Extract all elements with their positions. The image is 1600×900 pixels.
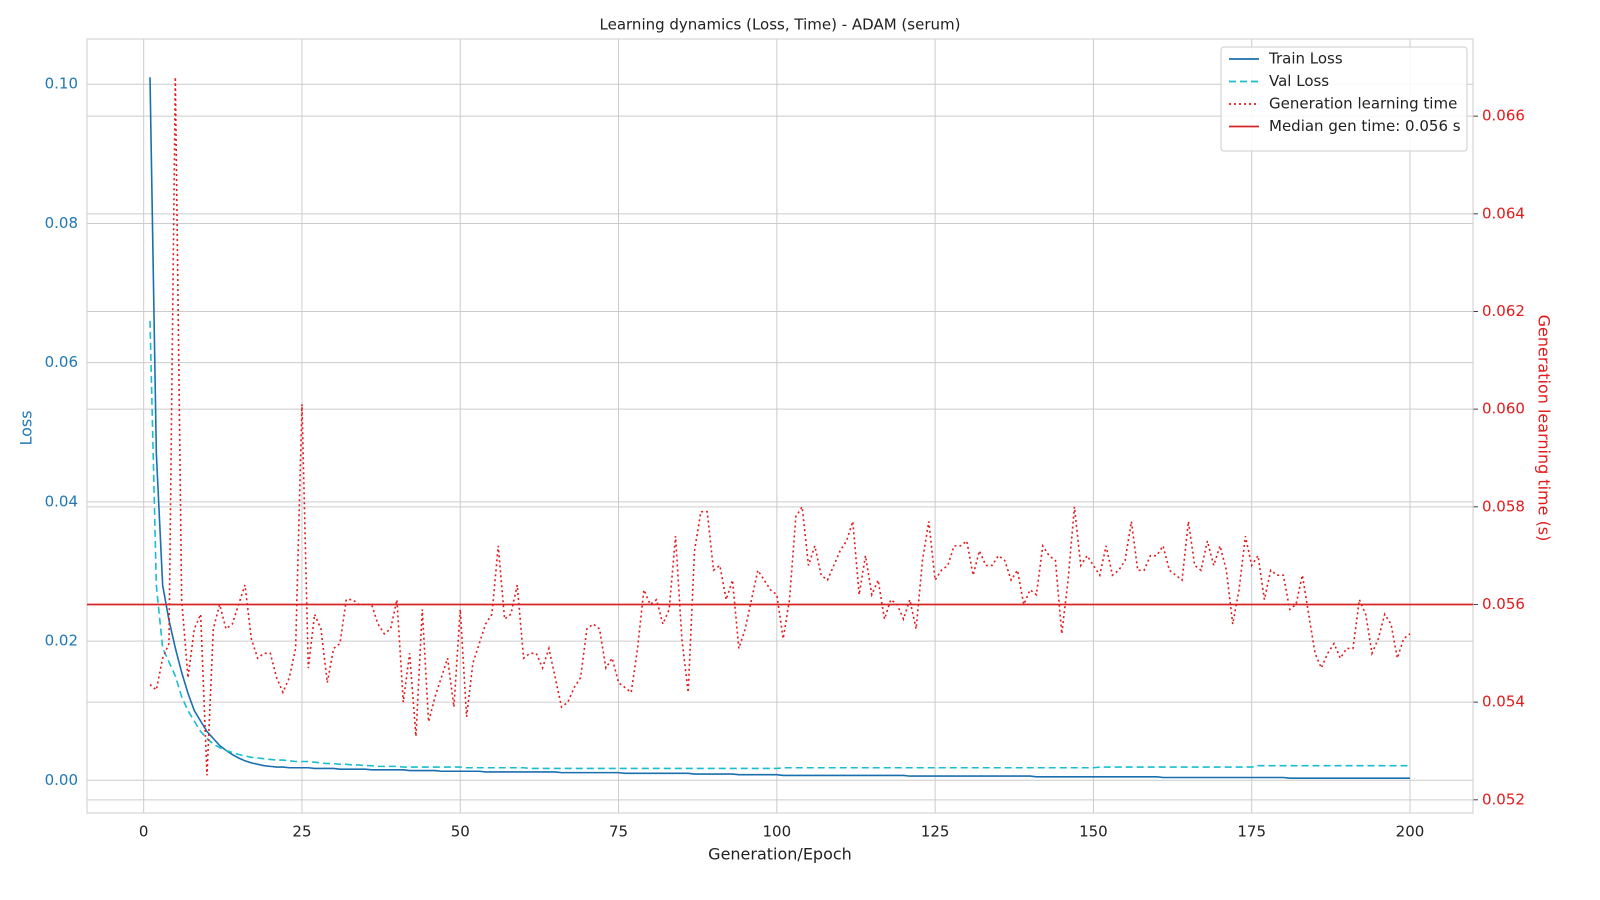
y-tick-label: 0.08 [45, 214, 78, 232]
y-axis-label: Loss [17, 410, 36, 445]
y2-axis-label: Generation learning time (s) [1535, 315, 1554, 542]
series-line [149, 320, 1410, 770]
y-tick-label: 0.06 [45, 353, 78, 371]
y2-tick-label: 0.066 [1482, 107, 1525, 125]
y2-tick-label: 0.064 [1482, 204, 1525, 222]
y2-tick-label: 0.058 [1482, 497, 1525, 515]
y2-tick-label: 0.062 [1482, 302, 1525, 320]
plot-frame [86, 38, 1474, 814]
y-tick-label: 0.00 [45, 771, 78, 789]
series-line [149, 77, 1410, 779]
legend-label: Generation learning time [1269, 95, 1457, 113]
series-line [149, 77, 1411, 776]
x-tick-label: 25 [292, 823, 311, 841]
y2-tick-label: 0.052 [1482, 790, 1525, 808]
x-tick-label: 50 [451, 823, 470, 841]
x-tick-label: 150 [1079, 823, 1108, 841]
legend-label: Median gen time: 0.056 s [1269, 117, 1461, 135]
legend-label: Val Loss [1269, 72, 1329, 90]
x-tick-label: 200 [1396, 823, 1425, 841]
legend-label: Train Loss [1268, 50, 1343, 68]
x-tick-label: 100 [763, 823, 792, 841]
x-tick-label: 75 [609, 823, 628, 841]
chart-title: Learning dynamics (Loss, Time) - ADAM (s… [600, 16, 961, 34]
y-tick-label: 0.02 [45, 632, 78, 650]
y-tick-label: 0.10 [45, 75, 78, 93]
y2-tick-label: 0.056 [1482, 595, 1525, 613]
legend-box [1220, 46, 1468, 152]
x-tick-label: 0 [139, 823, 149, 841]
x-axis-label: Generation/Epoch [708, 845, 852, 864]
x-tick-label: 175 [1237, 823, 1266, 841]
y2-tick-label: 0.054 [1482, 693, 1525, 711]
y-tick-label: 0.04 [45, 492, 78, 510]
x-tick-label: 125 [921, 823, 950, 841]
y2-tick-label: 0.060 [1482, 400, 1525, 418]
